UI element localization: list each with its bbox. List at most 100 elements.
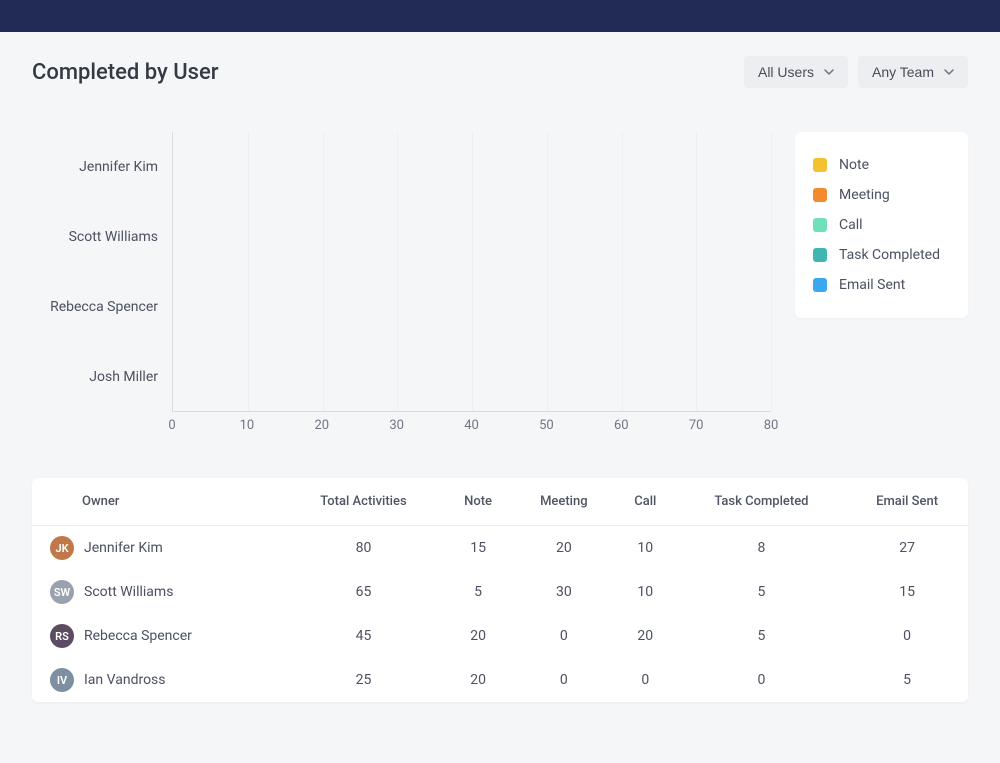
chart-area: Jennifer KimScott WilliamsRebecca Spence…: [32, 132, 771, 438]
avatar: JK: [50, 536, 74, 560]
chart-gridline: [696, 132, 697, 411]
table-cell-call: 20: [614, 614, 677, 658]
table-body: JKJennifer Kim80152010827SWScott William…: [32, 526, 968, 703]
legend-item-meeting[interactable]: Meeting: [813, 180, 940, 210]
owner-cell: RS Rebecca Spencer: [32, 614, 284, 658]
table-row[interactable]: JKJennifer Kim80152010827: [32, 526, 968, 571]
owner-cell: JK Jennifer Kim: [32, 526, 284, 571]
chart-y-label: Jennifer Kim: [32, 132, 172, 202]
table-cell-total: 65: [284, 570, 442, 614]
table-cell-meeting: 30: [514, 570, 614, 614]
table-header-row: OwnerTotal ActivitiesNoteMeetingCallTask…: [32, 478, 968, 526]
table-cell-task: 8: [677, 526, 847, 571]
teams-filter-label: Any Team: [872, 64, 934, 80]
chart-x-tick: 80: [764, 418, 779, 433]
table-column-header[interactable]: Meeting: [514, 478, 614, 526]
table-cell-total: 25: [284, 658, 442, 702]
chart-plot: 01020304050607080: [172, 132, 771, 438]
users-filter-button[interactable]: All Users: [744, 56, 848, 88]
chart-y-label: Scott Williams: [32, 202, 172, 272]
owner-cell: IV Ian Vandross: [32, 658, 284, 702]
avatar: IV: [50, 668, 74, 692]
teams-filter-button[interactable]: Any Team: [858, 56, 968, 88]
top-nav-bar: [0, 0, 1000, 32]
table-cell-task: 5: [677, 570, 847, 614]
chart-gridline: [472, 132, 473, 411]
table-cell-email: 15: [846, 570, 968, 614]
chart-gridline: [323, 132, 324, 411]
chart-gridline: [248, 132, 249, 411]
table-cell-total: 80: [284, 526, 442, 571]
legend-swatch: [813, 218, 827, 232]
avatar: RS: [50, 624, 74, 648]
activities-table: OwnerTotal ActivitiesNoteMeetingCallTask…: [32, 478, 968, 702]
table-cell-call: 0: [614, 658, 677, 702]
chart-y-label: Josh Miller: [32, 342, 172, 412]
legend-item-task[interactable]: Task Completed: [813, 240, 940, 270]
chart-gridline: [547, 132, 548, 411]
table-cell-email: 0: [846, 614, 968, 658]
owner-name: Scott Williams: [84, 584, 173, 600]
table-column-header[interactable]: Call: [614, 478, 677, 526]
chevron-down-icon: [824, 67, 834, 77]
owner-name: Ian Vandross: [84, 672, 166, 688]
owner-cell: SW Scott Williams: [32, 570, 284, 614]
chart-x-tick: 70: [689, 418, 704, 433]
chart-x-tick: 0: [168, 418, 175, 433]
chart-gridline: [622, 132, 623, 411]
table-cell-total: 45: [284, 614, 442, 658]
legend-swatch: [813, 248, 827, 262]
table-column-header[interactable]: Note: [443, 478, 514, 526]
table-row[interactable]: SWScott Williams6553010515: [32, 570, 968, 614]
legend-swatch: [813, 188, 827, 202]
page-title: Completed by User: [32, 60, 219, 85]
table-cell-meeting: 0: [514, 658, 614, 702]
page-content: Completed by User All Users Any Team Jen…: [0, 32, 1000, 702]
table-column-header[interactable]: Task Completed: [677, 478, 847, 526]
activities-table-card: OwnerTotal ActivitiesNoteMeetingCallTask…: [32, 478, 968, 702]
chart-x-tick: 50: [539, 418, 554, 433]
table-cell-note: 20: [443, 614, 514, 658]
chart-gridline: [771, 132, 772, 411]
chart-x-tick: 10: [240, 418, 255, 433]
users-filter-label: All Users: [758, 64, 814, 80]
legend-item-email[interactable]: Email Sent: [813, 270, 940, 300]
avatar: SW: [50, 580, 74, 604]
legend-item-call[interactable]: Call: [813, 210, 940, 240]
chart-bars: [172, 132, 771, 412]
table-cell-email: 27: [846, 526, 968, 571]
chart-x-tick: 30: [389, 418, 404, 433]
chart-x-axis: 01020304050607080: [172, 412, 771, 438]
legend-label: Note: [839, 157, 869, 173]
table-cell-task: 5: [677, 614, 847, 658]
chart-section: Jennifer KimScott WilliamsRebecca Spence…: [32, 132, 968, 438]
table-cell-meeting: 20: [514, 526, 614, 571]
table-column-header[interactable]: Total Activities: [284, 478, 442, 526]
table-cell-meeting: 0: [514, 614, 614, 658]
table-cell-note: 20: [443, 658, 514, 702]
table-row[interactable]: RSRebecca Spencer452002050: [32, 614, 968, 658]
table-row[interactable]: IVIan Vandross25200005: [32, 658, 968, 702]
legend-label: Meeting: [839, 187, 890, 203]
legend-swatch: [813, 278, 827, 292]
legend-item-note[interactable]: Note: [813, 150, 940, 180]
chart-x-tick: 40: [464, 418, 479, 433]
table-column-header[interactable]: Email Sent: [846, 478, 968, 526]
table-cell-call: 10: [614, 570, 677, 614]
legend-label: Task Completed: [839, 247, 940, 263]
legend-swatch: [813, 158, 827, 172]
table-cell-note: 5: [443, 570, 514, 614]
chart-x-tick: 20: [314, 418, 329, 433]
table-column-header[interactable]: Owner: [32, 478, 284, 526]
owner-name: Rebecca Spencer: [84, 628, 192, 644]
table-cell-email: 5: [846, 658, 968, 702]
legend-label: Email Sent: [839, 277, 905, 293]
legend-label: Call: [839, 217, 863, 233]
filter-group: All Users Any Team: [744, 56, 968, 88]
header-row: Completed by User All Users Any Team: [32, 56, 968, 88]
table-cell-note: 15: [443, 526, 514, 571]
chart-x-tick: 60: [614, 418, 629, 433]
chart-gridline: [397, 132, 398, 411]
owner-name: Jennifer Kim: [84, 540, 163, 556]
chevron-down-icon: [944, 67, 954, 77]
